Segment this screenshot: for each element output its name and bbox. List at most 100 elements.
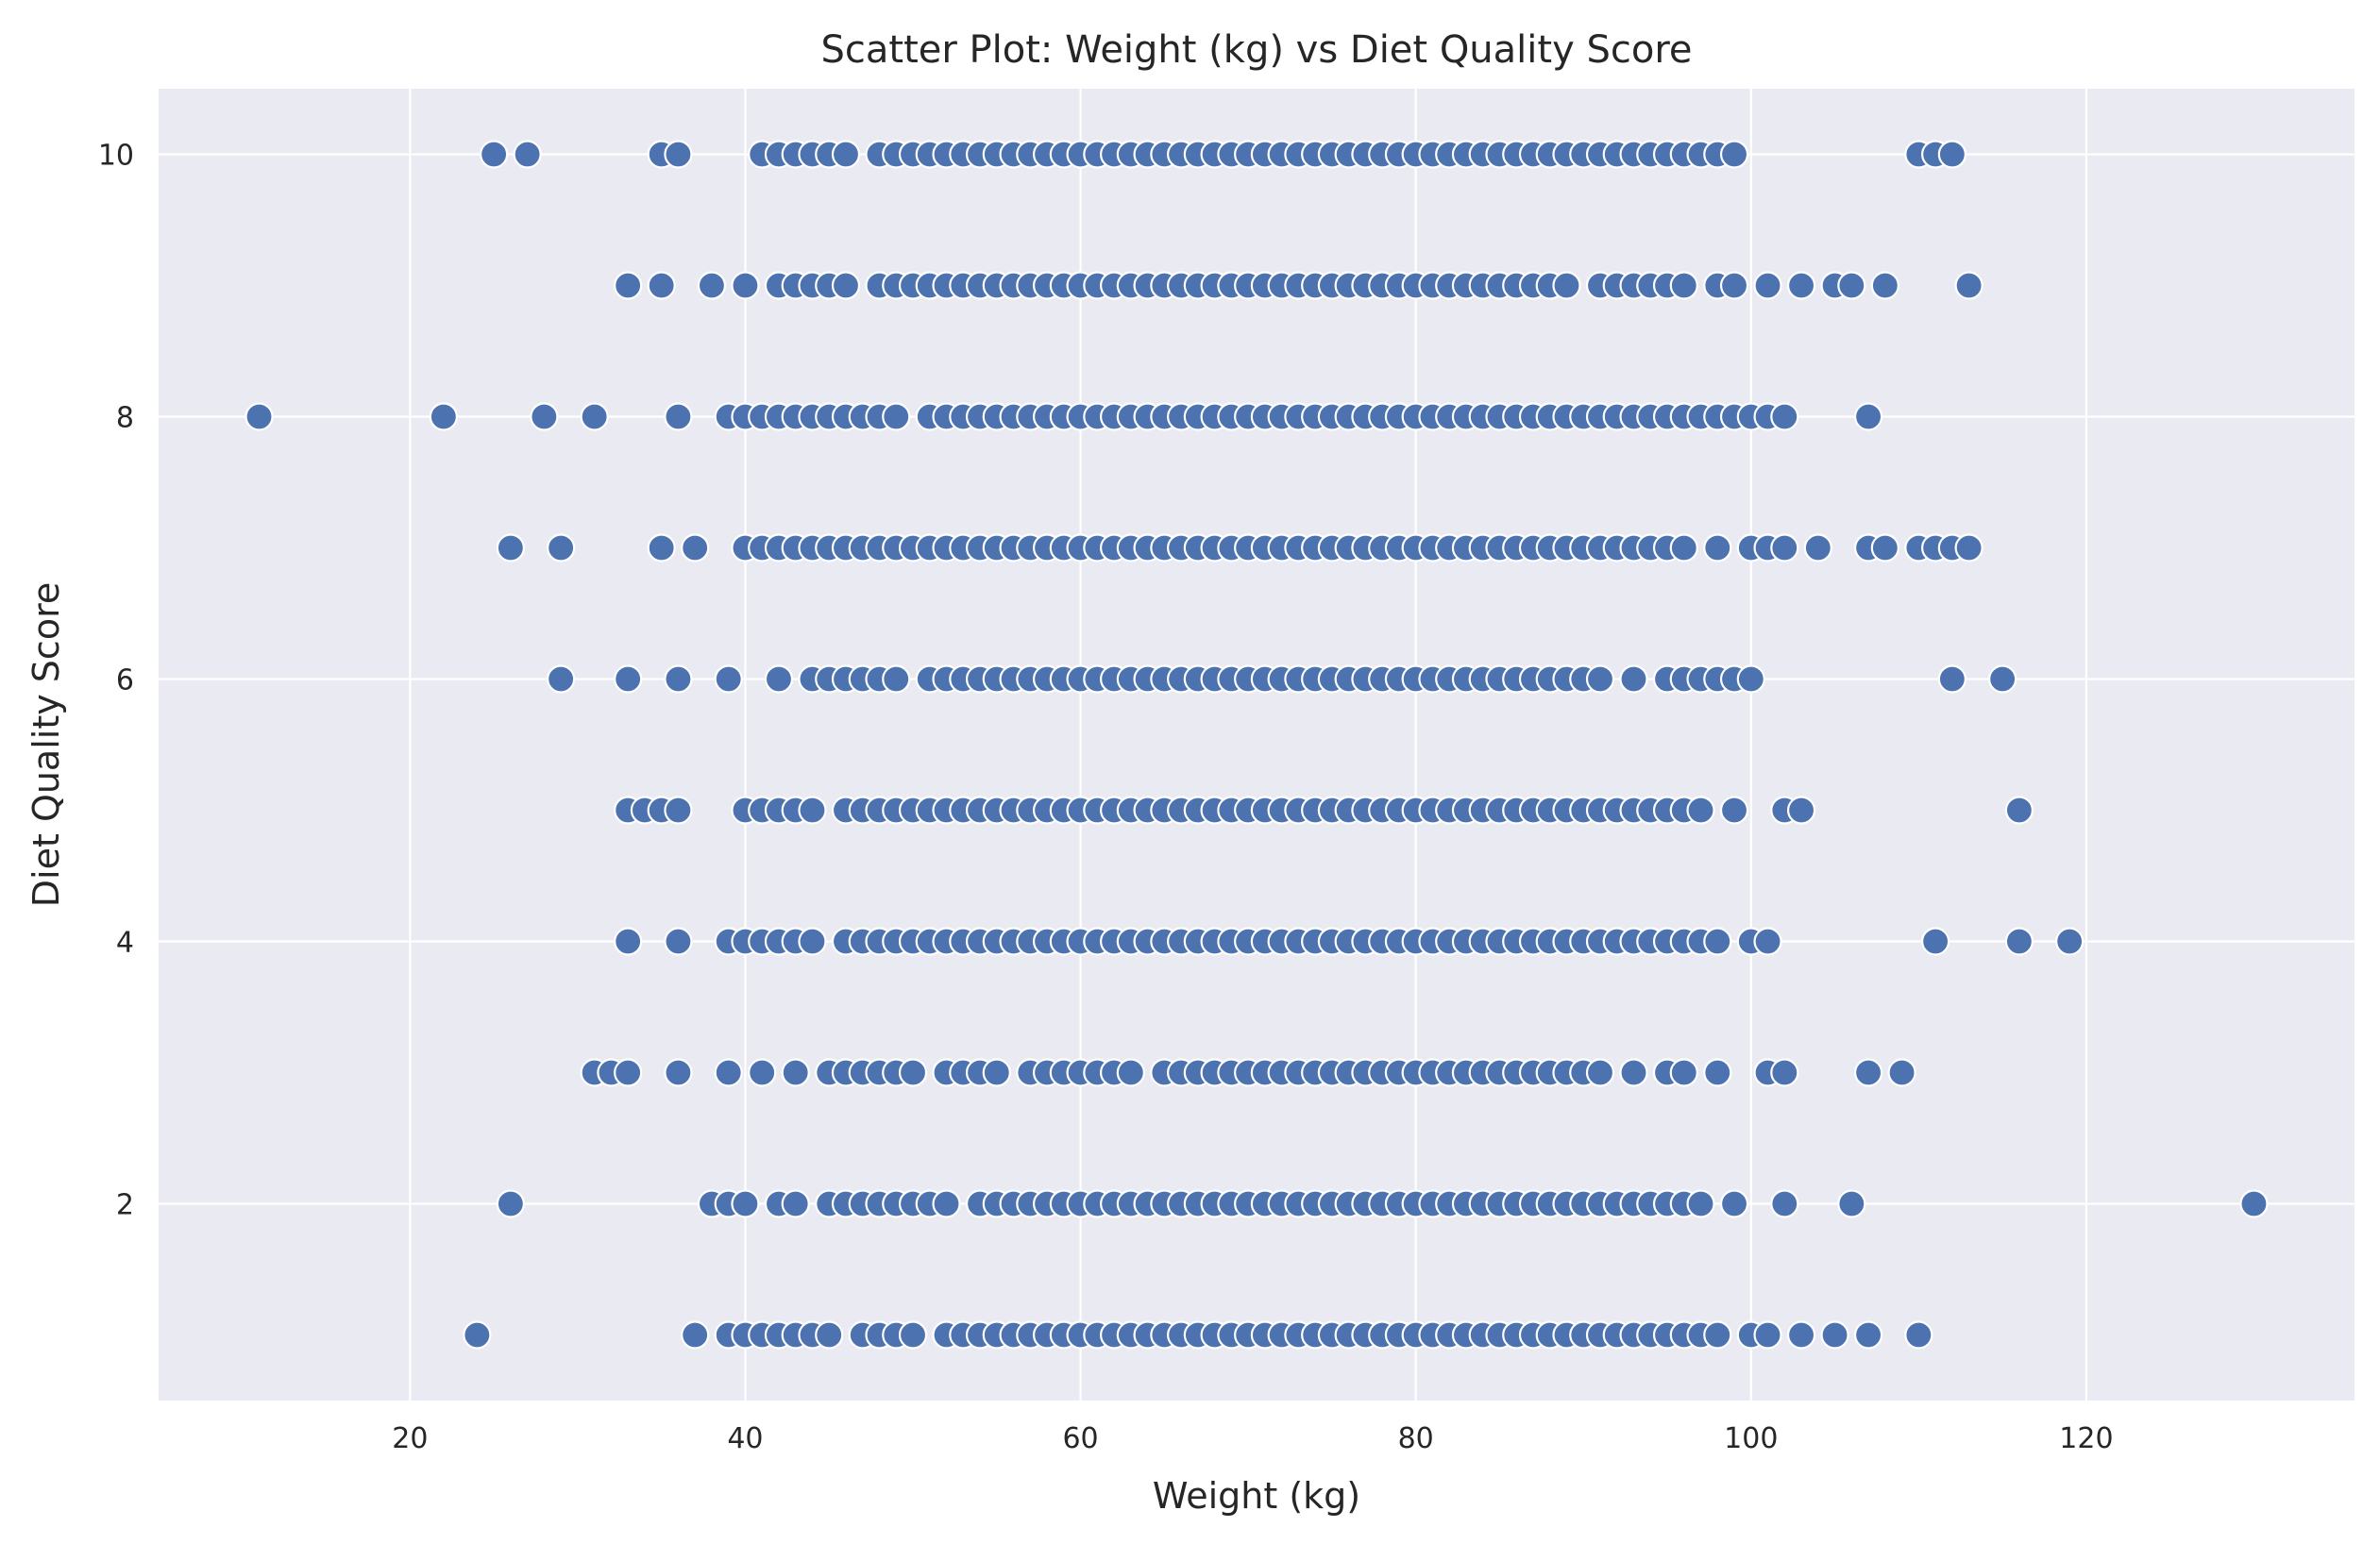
x-tick-label: 20 [392, 1422, 428, 1455]
scatter-point [664, 664, 693, 694]
x-tick-label: 100 [1724, 1422, 1778, 1455]
scatter-point [547, 664, 576, 694]
scatter-point [1686, 796, 1715, 825]
scatter-point [1786, 271, 1816, 300]
scatter-point [714, 1058, 743, 1087]
y-tick-label: 4 [116, 927, 134, 960]
scatter-point [1853, 1058, 1883, 1087]
scatter-point [496, 533, 525, 562]
scatter-point [1719, 271, 1749, 300]
scatter-point [496, 1189, 525, 1218]
plot-area [159, 89, 2355, 1401]
scatter-point [1786, 1320, 1816, 1350]
scatter-point [1954, 533, 1983, 562]
scatter-point [1937, 664, 1966, 694]
scatter-point [1988, 664, 2017, 694]
scatter-point [1753, 927, 1782, 956]
scatter-point [681, 533, 710, 562]
scatter-point [530, 402, 559, 431]
scatter-point [647, 533, 676, 562]
scatter-point [647, 271, 676, 300]
scatter-point [1719, 140, 1749, 169]
scatter-point [664, 927, 693, 956]
scatter-point [1719, 796, 1749, 825]
scatter-point [1736, 664, 1765, 694]
scatter-point [898, 1058, 928, 1087]
scatter-point [748, 1058, 777, 1087]
x-tick-label: 80 [1398, 1422, 1434, 1455]
scatter-point [1770, 1189, 1799, 1218]
scatter-point [697, 271, 727, 300]
scatter-point [781, 1058, 810, 1087]
scatter-points [245, 140, 2269, 1350]
scatter-point [1904, 1320, 1933, 1350]
y-axis-label: Diet Quality Score [25, 582, 67, 907]
scatter-point [1803, 533, 1832, 562]
scatter-point [1921, 927, 1950, 956]
scatter-point [1703, 927, 1732, 956]
scatter-point [1837, 1189, 1866, 1218]
scatter-point [547, 533, 576, 562]
scatter-point [664, 796, 693, 825]
scatter-point [882, 664, 911, 694]
scatter-point [831, 271, 861, 300]
chart-title: Scatter Plot: Weight (kg) vs Diet Qualit… [821, 28, 1693, 72]
scatter-point [1669, 271, 1698, 300]
scatter-point [480, 140, 509, 169]
x-tick-label: 60 [1062, 1422, 1098, 1455]
scatter-point [1853, 402, 1883, 431]
scatter-point [614, 1058, 643, 1087]
scatter-point [2004, 927, 2034, 956]
scatter-point [882, 402, 911, 431]
scatter-point [1770, 533, 1799, 562]
scatter-point [1703, 1320, 1732, 1350]
scatter-point [1552, 271, 1581, 300]
scatter-point [513, 140, 542, 169]
scatter-point [2055, 927, 2085, 956]
scatter-point [1619, 664, 1648, 694]
scatter-point [1669, 1058, 1698, 1087]
x-tick-label: 40 [727, 1422, 763, 1455]
scatter-point [831, 140, 861, 169]
scatter-point [1770, 1058, 1799, 1087]
scatter-point [781, 1189, 810, 1218]
scatter-point [932, 1189, 961, 1218]
scatter-point [1719, 1189, 1749, 1218]
scatter-point [1753, 1320, 1782, 1350]
scatter-point [982, 1058, 1011, 1087]
scatter-point [798, 796, 827, 825]
scatter-point [429, 402, 458, 431]
scatter-point [614, 664, 643, 694]
scatter-point [798, 927, 827, 956]
scatter-point [614, 271, 643, 300]
scatter-point [1786, 796, 1816, 825]
scatter-point [2239, 1189, 2269, 1218]
scatter-point [614, 927, 643, 956]
scatter-point [1703, 533, 1732, 562]
scatter-point [2004, 796, 2034, 825]
scatter-point [1937, 140, 1966, 169]
scatter-point [463, 1320, 492, 1350]
scatter-point [1116, 1058, 1145, 1087]
scatter-point [681, 1320, 710, 1350]
scatter-point [1585, 664, 1615, 694]
scatter-point [898, 1320, 928, 1350]
scatter-point [1820, 1320, 1849, 1350]
scatter-point [664, 140, 693, 169]
scatter-point [664, 1058, 693, 1087]
scatter-point [1686, 1189, 1715, 1218]
y-tick-label: 6 [116, 664, 134, 697]
scatter-point [580, 402, 609, 431]
scatter-point [1585, 1058, 1615, 1087]
y-tick-label: 10 [98, 140, 134, 173]
scatter-point [1703, 1058, 1732, 1087]
scatter-point [1619, 1058, 1648, 1087]
scatter-point [1770, 402, 1799, 431]
scatter-point [815, 1320, 844, 1350]
y-tick-label: 8 [116, 402, 134, 435]
y-tick-label: 2 [116, 1189, 134, 1222]
scatter-point [1837, 271, 1866, 300]
scatter-point [714, 664, 743, 694]
